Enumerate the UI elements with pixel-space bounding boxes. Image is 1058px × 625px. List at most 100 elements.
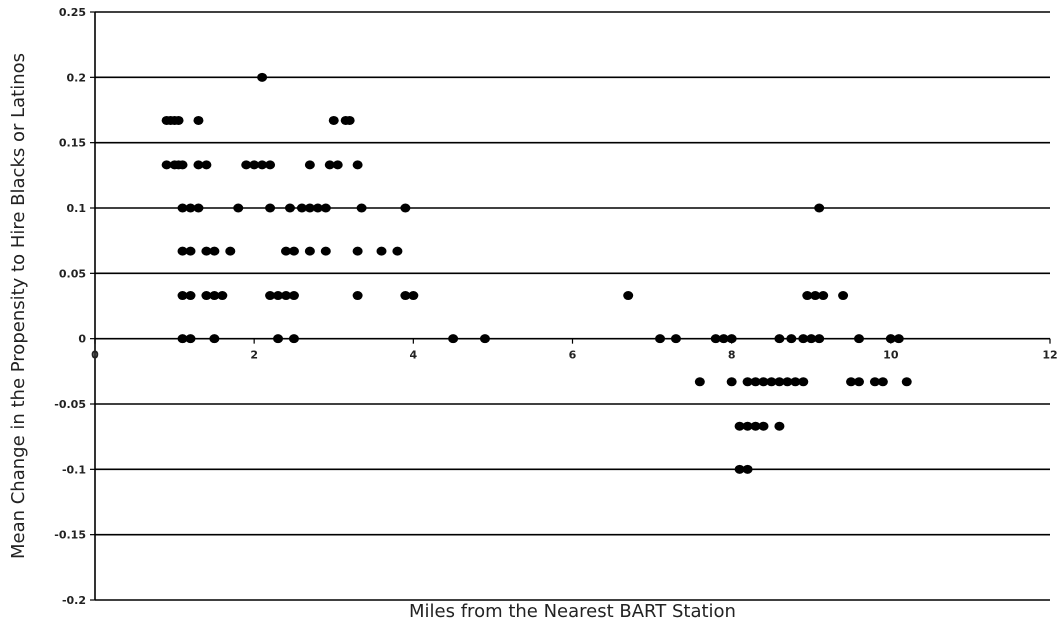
data-point [241,160,252,170]
data-point [400,291,411,301]
data-point [265,203,276,213]
y-tick-label: -0.1 [62,463,86,476]
data-point [161,160,172,170]
data-point [774,421,785,431]
data-points [161,72,912,474]
data-point [209,291,220,301]
data-point [320,246,331,256]
data-point [750,377,761,387]
data-point [814,334,825,344]
data-point [854,377,864,387]
data-point [750,421,761,431]
y-tick-label: 0.1 [67,202,87,215]
data-point [209,246,220,256]
data-point [838,291,849,301]
data-point [281,246,291,256]
data-point [814,203,825,213]
y-tick-label: 0.05 [59,267,86,280]
data-point [304,203,315,213]
data-point [320,203,331,213]
data-point [734,464,745,474]
y-tick-label: -0.15 [54,529,86,542]
data-point [854,334,864,344]
data-point [726,377,737,387]
data-point [273,334,284,344]
y-tick-label: 0.25 [59,6,86,19]
data-point [694,377,705,387]
x-tick-label: 8 [728,349,736,362]
data-point [185,246,196,256]
data-point [288,291,299,301]
x-tick-label: 2 [250,349,258,362]
data-point [201,160,212,170]
data-point [177,246,188,256]
data-point [356,203,367,213]
data-point [265,160,276,170]
axes [90,11,1051,601]
data-point [284,203,295,213]
data-point [869,377,880,387]
data-point [352,246,363,256]
data-point [742,464,753,474]
data-point [185,291,196,301]
data-point [774,377,785,387]
data-point [304,246,315,256]
data-point [352,291,363,301]
data-point [479,334,490,344]
data-point [281,291,291,301]
x-tick-label: 12 [1042,349,1057,362]
data-point [901,377,912,387]
data-point [846,377,857,387]
data-point [400,203,411,213]
data-point [802,291,813,301]
data-point [273,291,284,301]
x-tick-label: 4 [410,349,418,362]
data-point [734,421,745,431]
data-point [185,334,196,344]
data-point [758,377,769,387]
data-point [718,334,729,344]
data-point [782,377,793,387]
data-point [670,334,681,344]
data-point [742,421,753,431]
data-point [766,377,777,387]
data-point [332,160,343,170]
y-tick-label: -0.2 [62,594,86,607]
data-point [344,115,355,125]
y-tick-label: 0.15 [59,137,86,150]
data-point [710,334,721,344]
data-point [312,203,323,213]
data-point [217,291,228,301]
data-point [193,115,204,125]
y-axis-label: Mean Change in the Propensity to Hire Bl… [8,53,29,559]
data-point [249,160,260,170]
data-point [810,291,821,301]
data-point [623,291,634,301]
data-point [774,334,785,344]
y-tick-label: 0 [78,333,86,346]
data-point [786,334,797,344]
data-point [265,291,276,301]
data-point [726,334,737,344]
data-point [798,334,809,344]
y-tick-label: -0.05 [54,398,86,411]
data-point [448,334,459,344]
data-point [742,377,753,387]
data-point [408,291,419,301]
y-tick-labels: 0.25 0.2 0.15 0.1 0.05 0 -0.05 -0.1 -0.15 -0.2 [54,6,86,607]
data-point [209,334,220,344]
data-point [818,291,829,301]
data-point [257,160,268,170]
data-point [376,246,387,256]
y-tick-label: 0.2 [67,71,87,84]
data-point [201,246,212,256]
x-tick-label: 0 [91,349,99,362]
data-point [173,115,184,125]
data-point [328,115,339,125]
data-point [185,203,196,213]
data-point [193,160,204,170]
x-tick-label: 6 [569,349,577,362]
data-point [304,160,315,170]
